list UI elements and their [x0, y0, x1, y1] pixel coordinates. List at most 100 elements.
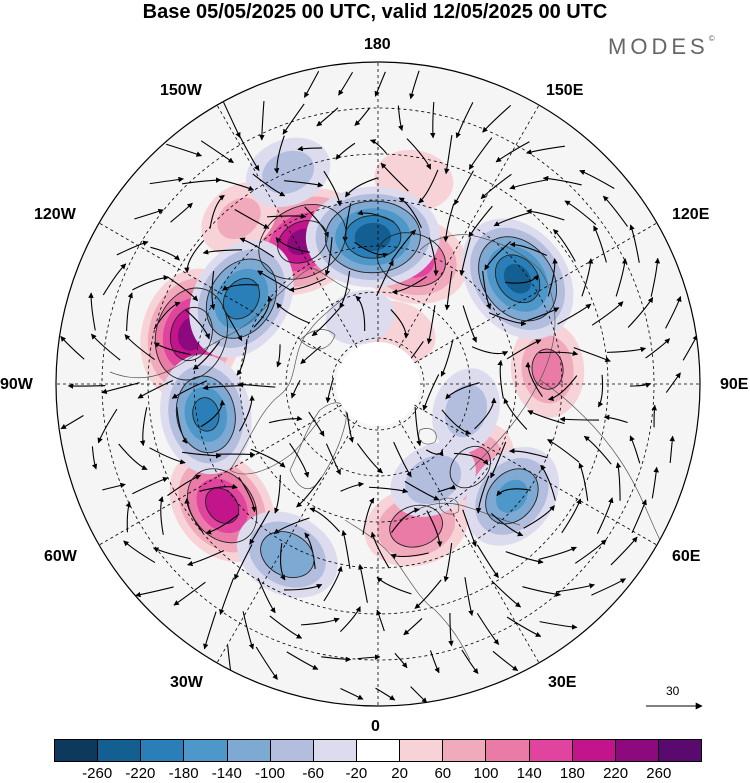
colorbar-cell [141, 740, 185, 761]
colorbar-tick-label: -60 [302, 765, 325, 782]
polar-map [55, 61, 701, 707]
wind-arrow [149, 447, 186, 465]
wind-arrow [631, 499, 647, 534]
colorbar-tick-label: 260 [646, 765, 672, 782]
negative-anomaly-band [260, 531, 314, 578]
wind-arrow [102, 263, 127, 296]
anomaly-contour [277, 220, 328, 264]
wind-arrow [615, 258, 628, 297]
wind-arrow [150, 246, 180, 261]
wind-arrow [118, 443, 148, 471]
wind-arrow [171, 380, 208, 399]
wind-arrow [339, 271, 351, 309]
wind-arrow [276, 344, 282, 368]
wind-arrow [484, 241, 512, 271]
wind-arrow [116, 240, 149, 256]
negative-anomaly-band [503, 264, 532, 294]
wind-arrow [239, 237, 275, 258]
wind-arrow [139, 407, 148, 447]
wind-arrow [398, 197, 422, 229]
colorbar-tick-label: 180 [559, 765, 585, 782]
wind-arrow [540, 464, 556, 501]
wind-arrow [91, 446, 98, 470]
anomaly-contour [154, 287, 228, 381]
wind-arrow [153, 342, 191, 356]
wind-arrow [300, 617, 340, 626]
wind-arrow [282, 103, 305, 135]
wind-arrow [539, 546, 577, 560]
wind-arrow [422, 374, 440, 411]
wind-arrow [216, 178, 255, 191]
wind-arrow [134, 208, 164, 220]
wind-arrow [311, 307, 341, 337]
wind-arrow [325, 377, 335, 404]
wind-arrow [202, 249, 243, 255]
lon-label-0: 0 [371, 718, 380, 735]
wind-arrow [509, 448, 548, 459]
anomaly-contour [449, 445, 491, 489]
wind-arrow [341, 529, 351, 569]
wind-arrow [651, 404, 657, 428]
anomaly-contour [222, 277, 261, 320]
wind-arrow [491, 580, 522, 608]
wind-arrow [490, 441, 507, 479]
anomaly-contour [494, 254, 541, 304]
wind-arrow [503, 397, 528, 430]
wind-arrow [340, 687, 364, 700]
map-title: Base 05/05/2025 00 UTC, valid 12/05/2025… [142, 1, 608, 23]
wind-arrow [629, 224, 640, 263]
coast-arctic-islands [299, 329, 460, 515]
negative-anomaly-band [192, 397, 220, 432]
colorbar-tick-label: -20 [345, 765, 368, 782]
wind-arrow [316, 107, 339, 127]
wind-arrow [403, 618, 423, 636]
wind-arrow [506, 339, 542, 360]
wind-arrow [542, 175, 582, 186]
anomaly-contour [169, 306, 213, 362]
wind-arrow [101, 382, 140, 395]
negative-anomaly-band [354, 222, 392, 251]
colorbar-tick-label: -220 [125, 765, 156, 782]
colorbar-tick-label: -140 [211, 765, 242, 782]
wind-arrow [234, 544, 253, 580]
anomaly-contour [376, 232, 446, 287]
anomaly-contour [389, 504, 443, 548]
colorbar-tick-label: 220 [603, 765, 629, 782]
wind-arrow [237, 381, 276, 388]
wind-arrow [259, 100, 265, 141]
wind-arrow [257, 270, 292, 291]
brand-mark: © [708, 34, 715, 43]
wind-arrow [397, 105, 404, 132]
wind-arrow [280, 543, 286, 581]
wind-arrow [90, 333, 121, 361]
wind-arrow [426, 510, 443, 547]
wind-arrow [606, 346, 647, 353]
wind-arrow [468, 205, 493, 238]
wind-arrow [410, 686, 428, 704]
wind-arrow [304, 532, 316, 569]
wind-arrow [490, 512, 524, 537]
wind-arrow [266, 213, 307, 219]
wind-arrow [276, 302, 310, 324]
wind-arrow [357, 654, 381, 660]
wind-arrow [60, 335, 85, 360]
colorbar-tick-label: 100 [473, 765, 499, 782]
wind-arrow [192, 341, 221, 370]
wind-arrow [476, 544, 499, 578]
lon-label-30e: 30E [548, 674, 577, 691]
wind-arrow [596, 497, 614, 534]
wind-arrow [375, 687, 396, 701]
wind-arrow [209, 271, 216, 310]
wind-arrow [286, 651, 319, 670]
wind-arrow [547, 258, 558, 297]
wind-arrow [284, 180, 324, 188]
wind-arrow [182, 451, 222, 459]
wind-arrow [603, 414, 628, 424]
brand-name: MODES [608, 34, 709, 59]
anomaly-contour [478, 236, 558, 322]
wind-arrow [125, 501, 131, 533]
wind-arrow [461, 649, 479, 674]
wind-arrow [495, 141, 530, 163]
wind-arrow [480, 173, 512, 200]
wind-arrow [219, 577, 235, 616]
